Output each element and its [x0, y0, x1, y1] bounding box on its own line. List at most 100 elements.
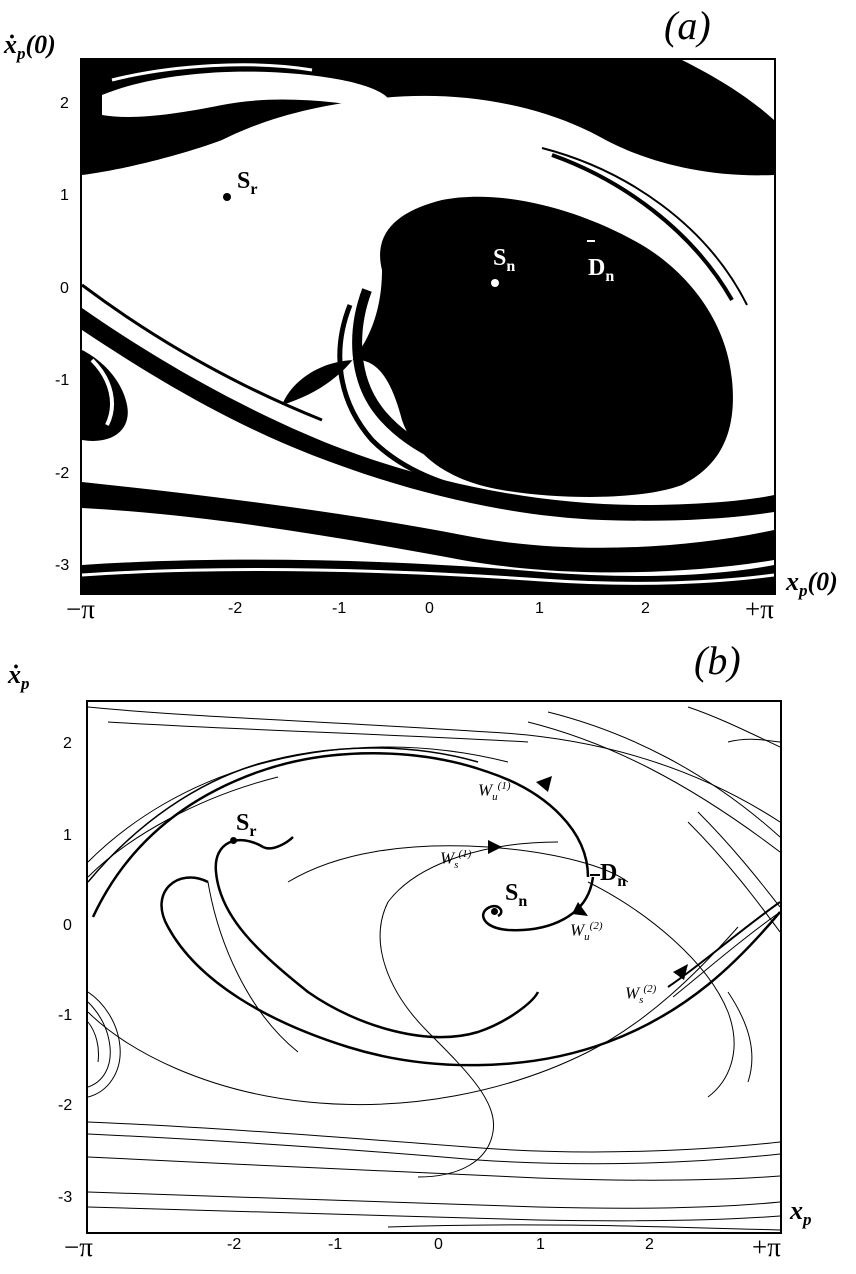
- flow-arrow: [572, 902, 588, 916]
- stable-manifold-loop: [88, 926, 739, 1106]
- sr-label: Sr: [236, 810, 257, 840]
- basin-region: [90, 358, 114, 426]
- panel-a-y-tick: -3: [55, 557, 70, 574]
- panel-a-y-axis-title: ẋp(0): [4, 30, 56, 64]
- flow-arrow: [488, 840, 502, 854]
- dn-label: Dn: [600, 860, 627, 890]
- panel-a-x-tick: 1: [535, 600, 544, 617]
- basin-region: [82, 482, 774, 573]
- dn-point: [590, 874, 600, 876]
- phase-portrait-curves: [88, 706, 780, 1231]
- manifold-curve: [88, 1156, 780, 1181]
- sn-label: Sn: [505, 880, 528, 910]
- manifold-curve: [727, 991, 753, 1083]
- panel-b-y-tick: 0: [63, 917, 72, 934]
- phase-portrait-plot: [86, 700, 782, 1234]
- manifold-curve: [727, 738, 780, 743]
- sr-label: Sr: [237, 168, 258, 198]
- panel-b-x-tick: +π: [752, 1232, 781, 1262]
- panel-b-x-axis-title: xp: [790, 1196, 812, 1230]
- basin-map: [82, 60, 774, 593]
- stable-manifold-2: [672, 911, 780, 998]
- panel-b-y-tick: -3: [58, 1189, 73, 1206]
- basin-region: [551, 153, 734, 301]
- basin-region: [282, 196, 733, 497]
- unstable-manifold-loop: [214, 838, 540, 1039]
- sn-label: Sn: [493, 245, 516, 275]
- panel-a-label: (a): [664, 3, 711, 48]
- ws2-label: Ws(2): [625, 983, 657, 1007]
- panel-a-x-tick: −π: [66, 594, 95, 624]
- wu2-label: Wu(2): [570, 920, 603, 944]
- manifold-curve: [547, 711, 780, 838]
- basin-region: [82, 568, 774, 585]
- manifold-curve: [687, 706, 780, 748]
- panel-a-x-tick: -2: [228, 600, 243, 617]
- panel-a-x-tick: -1: [332, 600, 347, 617]
- stable-manifold-loop: [587, 881, 735, 1098]
- panel-b-x-tick: -2: [227, 1236, 242, 1253]
- panel-a-x-axis-title: xp(0): [786, 567, 838, 601]
- manifold-curve: [88, 1121, 780, 1153]
- dn-point: [587, 240, 595, 242]
- stable-manifold-1: [287, 845, 629, 883]
- basin-region: [82, 559, 774, 593]
- panel-b-x-tick: 0: [434, 1236, 443, 1253]
- basin-region: [111, 63, 313, 82]
- basin-region: [352, 288, 513, 485]
- manifold-curve: [88, 991, 121, 1098]
- stable-manifold-loop: [207, 881, 299, 1053]
- panel-a-y-tick: 1: [60, 187, 69, 204]
- panel-b-y-tick: 1: [63, 827, 72, 844]
- panel-b-y-tick: 2: [63, 735, 72, 752]
- panel-b-x-tick: -1: [328, 1236, 343, 1253]
- sn-point: [491, 908, 498, 915]
- manifold-curve: [88, 1206, 780, 1222]
- basin-region: [102, 71, 390, 117]
- manifold-curve: [88, 706, 780, 823]
- panel-b-label: (b): [694, 638, 741, 683]
- unstable-manifold-1: [91, 752, 590, 918]
- basin-region: [682, 60, 774, 120]
- basin-region: [82, 308, 774, 521]
- sr-point: [223, 193, 231, 201]
- panel-a-x-tick: 2: [641, 600, 650, 617]
- manifold-curve: [88, 1021, 99, 1063]
- manifold-curve: [697, 811, 780, 908]
- wu1-label: Wu(1): [478, 780, 511, 804]
- panel-b-x-tick: 1: [536, 1236, 545, 1253]
- panel-a-y-tick: 0: [60, 280, 69, 297]
- panel-b-y-tick: -2: [58, 1097, 73, 1114]
- ws1-label: Ws(1): [440, 848, 472, 872]
- manifold-curve: [88, 1001, 111, 1088]
- basin-region: [82, 350, 128, 441]
- sr-point: [230, 837, 237, 844]
- panel-b-y-axis-title: ẋp: [8, 660, 30, 694]
- manifold-curve: [387, 1224, 780, 1231]
- basin-region: [541, 147, 748, 306]
- unstable-manifold-loop: [160, 876, 780, 1067]
- stable-manifold-2: [667, 901, 780, 988]
- panel-b-x-tick: 2: [645, 1236, 654, 1253]
- panel-a-y-tick: 2: [60, 95, 69, 112]
- panel-a-x-tick: +π: [745, 594, 774, 624]
- manifold-curve: [107, 721, 529, 743]
- unstable-manifold-1: [88, 747, 479, 883]
- basin-region: [741, 77, 774, 102]
- basin-region: [82, 283, 323, 422]
- manifold-curve: [88, 1191, 780, 1209]
- unstable-manifold-loop: [262, 836, 294, 850]
- panel-a-x-tick: 0: [425, 600, 434, 617]
- flow-arrow: [673, 964, 688, 980]
- manifold-curve: [88, 746, 509, 863]
- flow-arrow: [536, 776, 552, 792]
- panel-b-y-tick: -1: [58, 1007, 73, 1024]
- panel-a-y-tick: -2: [55, 465, 70, 482]
- dn-label: Dn: [588, 255, 615, 285]
- manifold-curve: [687, 821, 780, 933]
- panel-b-x-tick: −π: [64, 1232, 93, 1262]
- manifold-curve: [88, 1133, 780, 1165]
- manifold-curve: [527, 721, 780, 853]
- stable-manifold-1: [379, 841, 559, 1178]
- sn-point: [491, 279, 499, 287]
